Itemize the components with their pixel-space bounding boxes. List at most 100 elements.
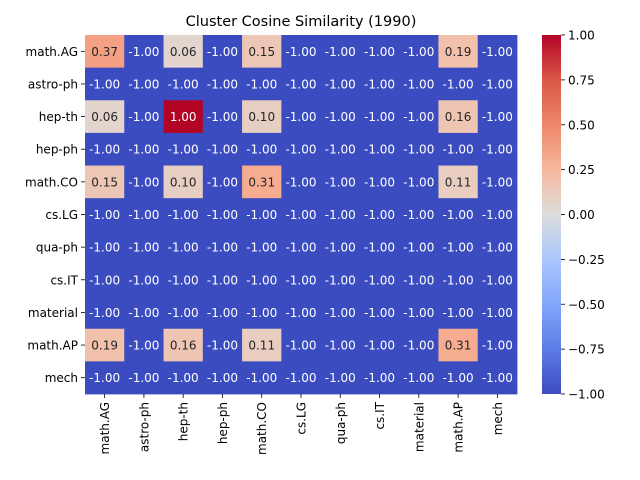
cell-value-label: -1.00	[482, 241, 513, 255]
cell-value-label: -1.00	[325, 77, 356, 91]
heatmap-cell	[359, 165, 400, 199]
heatmap-cell	[124, 296, 164, 330]
heatmap-cell	[85, 263, 125, 297]
heatmap-cell	[438, 132, 479, 166]
cell-value-label: -1.00	[325, 339, 356, 353]
column-tick-label: math.CO	[255, 402, 269, 455]
cell-value-label: -1.00	[443, 306, 474, 320]
heatmap-cell	[438, 35, 479, 69]
cell-value-label: 0.06	[91, 110, 118, 124]
heatmap-cell	[320, 328, 361, 362]
cell-value-label: -1.00	[89, 208, 120, 222]
cell-value-label: -1.00	[403, 339, 434, 353]
cell-value-label: -1.00	[364, 371, 395, 385]
heatmap-cell	[124, 328, 164, 362]
heatmap-cell	[242, 165, 282, 199]
column-tick-label: hep-th	[177, 402, 191, 441]
cell-value-label: -1.00	[128, 208, 159, 222]
heatmap-cell-labels: 0.37 -1.00 0.06 -1.00 0.15 -1.00 -1.00 -1.00 -1.…	[89, 45, 513, 385]
cell-value-label: -1.00	[482, 273, 513, 287]
heatmap-cell	[202, 263, 243, 297]
heatmap-cell	[477, 132, 518, 166]
row-tick-label: material	[28, 306, 78, 320]
cell-value-label: -1.00	[207, 371, 238, 385]
heatmap-cell	[438, 296, 479, 330]
heatmap-cell	[85, 67, 125, 101]
cell-value-label: -1.00	[364, 45, 395, 59]
heatmap-cell	[202, 132, 243, 166]
heatmap-cell	[202, 328, 243, 362]
cell-value-label: 0.06	[170, 45, 197, 59]
cell-value-label: -1.00	[285, 208, 316, 222]
heatmap-cell	[163, 100, 204, 134]
heatmap-cell	[202, 361, 243, 395]
heatmap-cell	[242, 132, 282, 166]
column-tick-label: astro-ph	[137, 402, 151, 452]
cell-value-label: -1.00	[443, 143, 474, 157]
row-tick-label: cs.IT	[50, 273, 78, 287]
cell-value-label: -1.00	[285, 45, 316, 59]
heatmap-cell	[163, 132, 204, 166]
heatmap-cell	[438, 67, 479, 101]
cell-value-label: -1.00	[403, 306, 434, 320]
cell-value-label: -1.00	[364, 208, 395, 222]
heatmap-cell	[399, 328, 439, 362]
heatmap-cell	[399, 361, 439, 395]
heatmap-cell	[359, 296, 400, 330]
heatmap-cell	[85, 230, 125, 264]
cell-value-label: -1.00	[128, 371, 159, 385]
heatmap-cell	[281, 263, 322, 297]
cell-value-label: -1.00	[325, 208, 356, 222]
heatmap-cell	[399, 35, 439, 69]
cell-value-label: -1.00	[285, 339, 316, 353]
column-tick-labels: math.AG astro-ph hep-th hep-ph math.CO cs.LG q…	[98, 394, 505, 455]
cell-value-label: -1.00	[482, 208, 513, 222]
cell-value-label: -1.00	[246, 143, 277, 157]
cell-value-label: -1.00	[403, 371, 434, 385]
colorbar-tick-label: 0.00	[568, 208, 595, 222]
cell-value-label: -1.00	[443, 273, 474, 287]
heatmap-cell	[281, 361, 322, 395]
heatmap-cell	[477, 67, 518, 101]
chart-title: Cluster Cosine Similarity (1990)	[186, 14, 417, 30]
cell-value-label: -1.00	[246, 371, 277, 385]
heatmap-cell	[85, 100, 125, 134]
heatmap-cell	[163, 165, 204, 199]
heatmap-cell	[477, 296, 518, 330]
row-tick-label: qua-ph	[36, 241, 78, 255]
cell-value-label: -1.00	[168, 208, 199, 222]
cell-value-label: -1.00	[89, 371, 120, 385]
colorbar-tick-label: −0.75	[568, 343, 605, 357]
cell-value-label: 1.00	[170, 110, 197, 124]
cell-value-label: -1.00	[403, 241, 434, 255]
heatmap-cell	[320, 230, 361, 264]
cell-value-label: 0.15	[248, 45, 275, 59]
cell-value-label: -1.00	[246, 241, 277, 255]
heatmap-cell	[124, 165, 164, 199]
cell-value-label: -1.00	[364, 77, 395, 91]
cell-value-label: -1.00	[325, 45, 356, 59]
heatmap-cell	[281, 165, 322, 199]
cell-value-label: -1.00	[207, 77, 238, 91]
heatmap-cell	[399, 67, 439, 101]
heatmap-cell	[124, 361, 164, 395]
heatmap-cell	[477, 230, 518, 264]
heatmap-cell	[359, 230, 400, 264]
cell-value-label: -1.00	[168, 273, 199, 287]
cell-value-label: -1.00	[246, 208, 277, 222]
heatmap-cell	[399, 230, 439, 264]
cell-value-label: -1.00	[168, 143, 199, 157]
colorbar	[542, 35, 561, 394]
heatmap-cell	[320, 296, 361, 330]
heatmap-cell	[85, 198, 125, 232]
cell-value-label: -1.00	[482, 77, 513, 91]
heatmap-cell	[202, 67, 243, 101]
heatmap-cell	[242, 35, 282, 69]
cell-value-label: -1.00	[364, 143, 395, 157]
heatmap-cell	[359, 132, 400, 166]
cell-value-label: -1.00	[325, 143, 356, 157]
heatmap-cell	[477, 263, 518, 297]
cell-value-label: -1.00	[285, 175, 316, 189]
cell-value-label: -1.00	[207, 175, 238, 189]
cell-value-label: -1.00	[443, 208, 474, 222]
